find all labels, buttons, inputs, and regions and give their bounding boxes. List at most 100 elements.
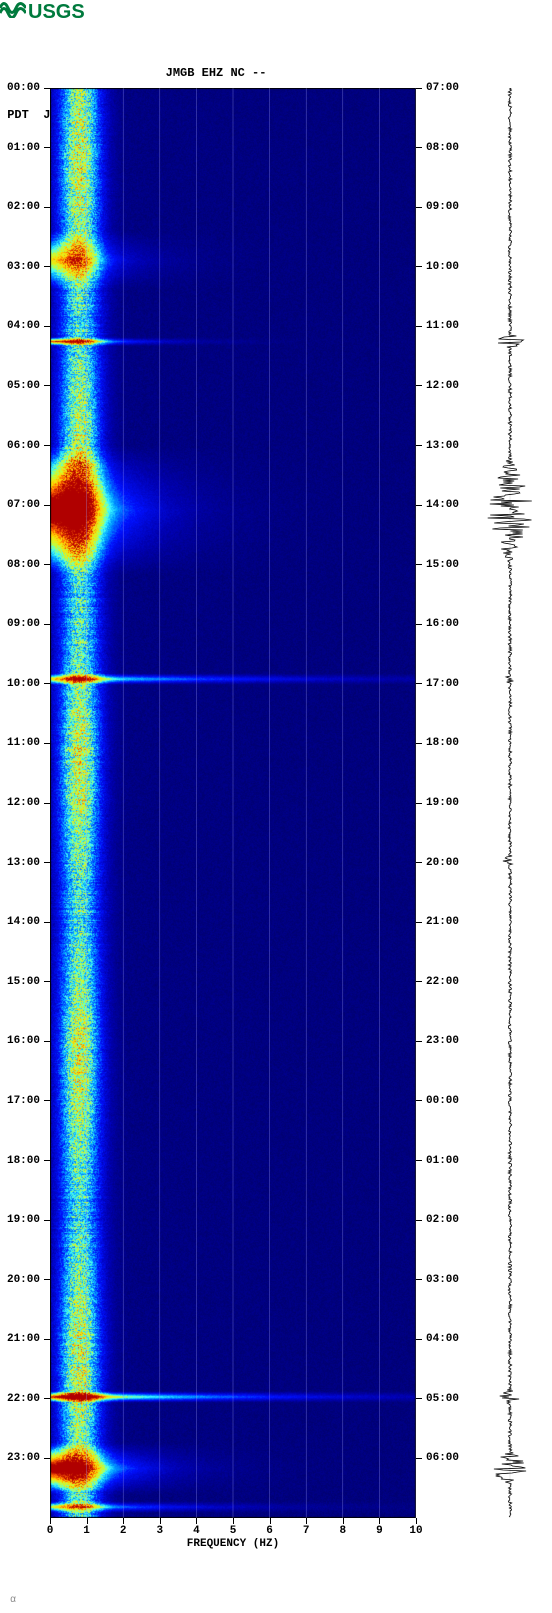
y-tick-left: 02:00 [7,201,50,213]
y-tick-left: 08:00 [7,559,50,571]
tick-mark-icon [416,862,422,863]
tick-mark-icon [44,445,50,446]
y-tick-right: 06:00 [416,1452,459,1464]
tick-mark-icon [416,385,422,386]
y-tick-right: 12:00 [416,380,459,392]
tick-mark-icon [44,1398,50,1399]
x-tick [123,1518,124,1524]
y-tick-left: 23:00 [7,1452,50,1464]
y-tick-right: 07:00 [416,82,459,94]
y-tick-left: 06:00 [7,440,50,452]
tick-mark-icon [44,505,50,506]
page-root: USGS JMGB EHZ NC -- PDT Jul21,2020 (Mila… [0,0,552,1613]
y-tick-label-right: 21:00 [426,916,459,928]
wave-icon [0,0,26,24]
tick-mark-icon [44,1458,50,1459]
tick-mark-icon [44,624,50,625]
usgs-logo: USGS [0,0,85,24]
y-tick-left: 04:00 [7,320,50,332]
y-tick-right: 09:00 [416,201,459,213]
y-tick-label-left: 06:00 [7,440,40,452]
y-tick-label-right: 04:00 [426,1333,459,1345]
tick-mark-icon [44,803,50,804]
y-tick-label-left: 22:00 [7,1393,40,1405]
x-axis-title: FREQUENCY (HZ) [50,1538,416,1550]
spectrogram-canvas [50,88,416,1518]
y-tick-left: 14:00 [7,916,50,928]
tick-mark-icon [416,683,422,684]
y-tick-right: 21:00 [416,916,459,928]
y-tick-right: 05:00 [416,1393,459,1405]
x-tick-label: 3 [156,1525,163,1537]
y-tick-label-left: 15:00 [7,976,40,988]
tick-mark-icon [416,1398,422,1399]
tick-mark-icon [44,1220,50,1221]
y-tick-label-right: 02:00 [426,1214,459,1226]
y-tick-label-left: 10:00 [7,678,40,690]
y-tick-right: 02:00 [416,1214,459,1226]
y-tick-right: 22:00 [416,976,459,988]
y-tick-right: 14:00 [416,499,459,511]
tick-mark-icon [44,207,50,208]
footnote: α [10,1595,16,1606]
tick-mark-icon [44,326,50,327]
y-tick-right: 03:00 [416,1274,459,1286]
x-axis: FREQUENCY (HZ) 012345678910 [50,1518,416,1558]
x-tick [343,1518,344,1524]
y-tick-label-right: 15:00 [426,559,459,571]
y-tick-label-right: 08:00 [426,142,459,154]
y-tick-right: 17:00 [416,678,459,690]
x-tick-label: 10 [409,1525,422,1537]
tick-mark-icon [416,564,422,565]
y-tick-left: 21:00 [7,1333,50,1345]
y-tick-left: 19:00 [7,1214,50,1226]
y-tick-label-right: 14:00 [426,499,459,511]
y-tick-label-left: 03:00 [7,261,40,273]
tick-mark-icon [416,624,422,625]
y-tick-label-right: 09:00 [426,201,459,213]
y-tick-label-left: 08:00 [7,559,40,571]
tick-mark-icon [416,445,422,446]
y-tick-label-right: 19:00 [426,797,459,809]
y-tick-label-right: 13:00 [426,440,459,452]
y-tick-left: 12:00 [7,797,50,809]
tick-mark-icon [44,1160,50,1161]
y-tick-right: 08:00 [416,142,459,154]
y-tick-left: 10:00 [7,678,50,690]
y-tick-left: 00:00 [7,82,50,94]
spectrogram-plot [50,88,416,1518]
y-tick-label-right: 05:00 [426,1393,459,1405]
y-tick-left: 22:00 [7,1393,50,1405]
tick-mark-icon [44,1041,50,1042]
y-tick-label-right: 07:00 [426,82,459,94]
y-tick-label-right: 03:00 [426,1274,459,1286]
x-tick-label: 7 [303,1525,310,1537]
y-tick-right: 20:00 [416,857,459,869]
y-tick-left: 16:00 [7,1035,50,1047]
x-tick [416,1518,417,1524]
x-tick-label: 6 [266,1525,273,1537]
y-tick-label-left: 20:00 [7,1274,40,1286]
tick-mark-icon [416,922,422,923]
y-tick-label-left: 07:00 [7,499,40,511]
y-tick-left: 11:00 [7,737,50,749]
y-tick-label-left: 02:00 [7,201,40,213]
y-tick-left: 07:00 [7,499,50,511]
tick-mark-icon [44,88,50,89]
y-tick-right: 15:00 [416,559,459,571]
y-tick-label-right: 20:00 [426,857,459,869]
y-tick-label-left: 05:00 [7,380,40,392]
waveform-trace [480,88,540,1518]
x-tick-label: 2 [120,1525,127,1537]
tick-mark-icon [44,1279,50,1280]
x-tick [87,1518,88,1524]
y-tick-label-left: 11:00 [7,737,40,749]
y-tick-left: 01:00 [7,142,50,154]
x-tick [270,1518,271,1524]
y-tick-left: 20:00 [7,1274,50,1286]
y-tick-label-right: 11:00 [426,320,459,332]
y-tick-left: 13:00 [7,857,50,869]
y-tick-label-left: 19:00 [7,1214,40,1226]
x-tick-label: 1 [83,1525,90,1537]
x-tick [196,1518,197,1524]
